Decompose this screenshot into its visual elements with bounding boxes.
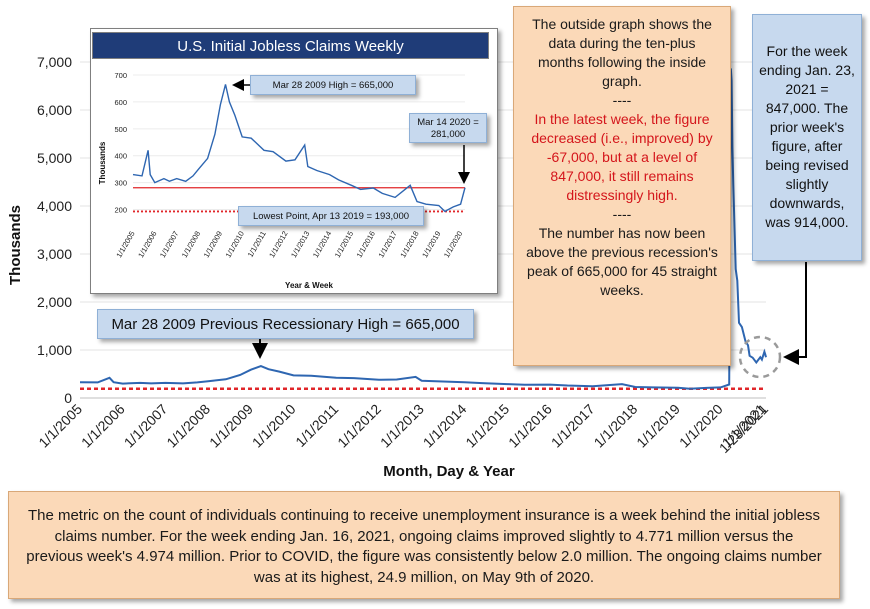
- inset-x-tick-label: 1/1/2008: [180, 230, 202, 260]
- main-x-ticks: 1/1/20051/1/20061/1/20071/1/20081/1/2009…: [35, 401, 771, 457]
- inset-y-tick-label: 700: [114, 71, 127, 80]
- inset-x-tick-label: 1/1/2005: [114, 230, 136, 260]
- main-x-tick-label: 1/1/2005: [35, 401, 85, 451]
- inset-y-tick-label: 500: [114, 125, 127, 134]
- inset-high-label: Mar 28 2009 High = 665,000: [250, 75, 416, 95]
- orange-callout-streak: The number has now been above the previo…: [526, 225, 718, 298]
- inset-low-label: Lowest Point, Apr 13 2019 = 193,000: [238, 206, 424, 226]
- inset-x-tick-label: 1/1/2018: [398, 230, 420, 260]
- main-x-tick-label: 1/1/2008: [163, 401, 213, 451]
- inset-x-tick-label: 1/1/2007: [158, 230, 180, 260]
- main-x-tick-label: 1/1/2009: [206, 401, 256, 451]
- orange-callout-latest-week: In the latest week, the figure decreased…: [531, 111, 713, 203]
- main-x-axis-label: Month, Day & Year: [383, 463, 515, 480]
- inset-y-ticks: 200 300 400 500 600 700: [114, 71, 127, 215]
- main-y-tick-label: 0: [64, 390, 72, 406]
- main-series-line: [79, 68, 767, 390]
- inset-y-tick-label: 200: [114, 206, 127, 215]
- main-x-tick-label: 1/1/2012: [334, 401, 384, 451]
- main-y-tick-label: 6,000: [37, 102, 72, 118]
- inset-x-tick-label: 1/1/2020: [442, 230, 464, 260]
- main-y-tick-label: 4,000: [37, 198, 72, 214]
- main-x-tick-label: 1/1/2011: [292, 401, 341, 450]
- inset-x-tick-label: 1/1/2015: [333, 230, 355, 260]
- inset-x-tick-label: 1/1/2019: [420, 230, 442, 260]
- main-x-tick-label: 1/1/2013: [377, 401, 427, 451]
- main-y-tick-label: 2,000: [37, 294, 72, 310]
- main-x-tick-label: 1/1/2019: [633, 401, 683, 451]
- orange-callout-intro: The outside graph shows the data during …: [532, 16, 712, 89]
- inset-x-tick-label: 1/1/2016: [355, 230, 377, 260]
- inset-x-tick-label: 1/1/2013: [289, 230, 311, 260]
- inset-x-tick-label: 1/1/2011: [246, 230, 268, 259]
- main-y-tick-label: 3,000: [37, 246, 72, 262]
- main-x-tick-label: 1/1/2010: [249, 401, 299, 451]
- main-y-ticks: 0 1,000 2,000 3,000 4,000 5,000 6,000 7,000: [37, 54, 72, 406]
- blue-callout-arrow: [783, 262, 807, 365]
- inset-x-ticks: 1/1/2005 1/1/2006 1/1/2007 1/1/2008 1/1/2009…: [114, 230, 464, 260]
- inset-x-tick-label: 1/1/2012: [267, 230, 289, 260]
- inset-x-tick-label: 1/1/2006: [136, 230, 158, 260]
- main-y-tick-label: 7,000: [37, 54, 72, 70]
- main-x-tick-label: 1/1/2018: [591, 401, 641, 451]
- orange-callout-separator-2: ----: [612, 206, 632, 222]
- inset-y-tick-label: 300: [114, 179, 127, 188]
- inset-series-line: [132, 84, 466, 213]
- main-x-tick-label: 1/1/2017: [548, 401, 598, 451]
- inset-y-tick-label: 400: [114, 152, 127, 161]
- main-y-tick-label: 5,000: [37, 150, 72, 166]
- inset-y-axis-label: Thousands: [98, 141, 107, 184]
- main-x-tick-label: 1/1/2007: [121, 401, 171, 451]
- inset-chart-frame: 200 300 400 500 600 700 1/1/2005 1/1/2006 1/1/2…: [90, 28, 498, 294]
- inset-title: U.S. Initial Jobless Claims Weekly: [92, 32, 489, 59]
- previous-high-label: Mar 28 2009 Previous Recessionary High =…: [97, 309, 474, 339]
- inset-x-tick-label: 1/1/2010: [224, 230, 246, 260]
- inset-x-tick-label: 1/1/2009: [202, 230, 224, 260]
- inset-y-tick-label: 600: [114, 98, 127, 107]
- main-x-tick-label: 1/1/2016: [505, 401, 555, 451]
- main-y-tick-label: 1,000: [37, 342, 72, 358]
- inset-mar14-label: Mar 14 2020 = 281,000: [409, 113, 487, 143]
- continuing-claims-note: The metric on the count of individuals c…: [8, 491, 840, 599]
- main-x-tick-label: 1/23/2021: [716, 401, 772, 457]
- blue-callout: For the week ending Jan. 23, 2021 = 847,…: [752, 14, 862, 261]
- orange-callout: The outside graph shows the data during …: [513, 6, 731, 366]
- main-x-tick-label: 1/1/2015: [462, 401, 512, 451]
- orange-callout-separator-1: ----: [612, 92, 632, 108]
- main-y-axis-label: Thousands: [7, 205, 24, 285]
- inset-x-axis-label: Year & Week: [285, 281, 333, 290]
- inset-x-tick-label: 1/1/2014: [311, 230, 333, 260]
- main-x-tick-label: 1/1/2014: [420, 401, 470, 451]
- latest-point-highlight: [738, 335, 782, 379]
- main-x-tick-label: 1/1/2006: [78, 401, 128, 451]
- inset-x-tick-label: 1/1/2017: [376, 230, 398, 260]
